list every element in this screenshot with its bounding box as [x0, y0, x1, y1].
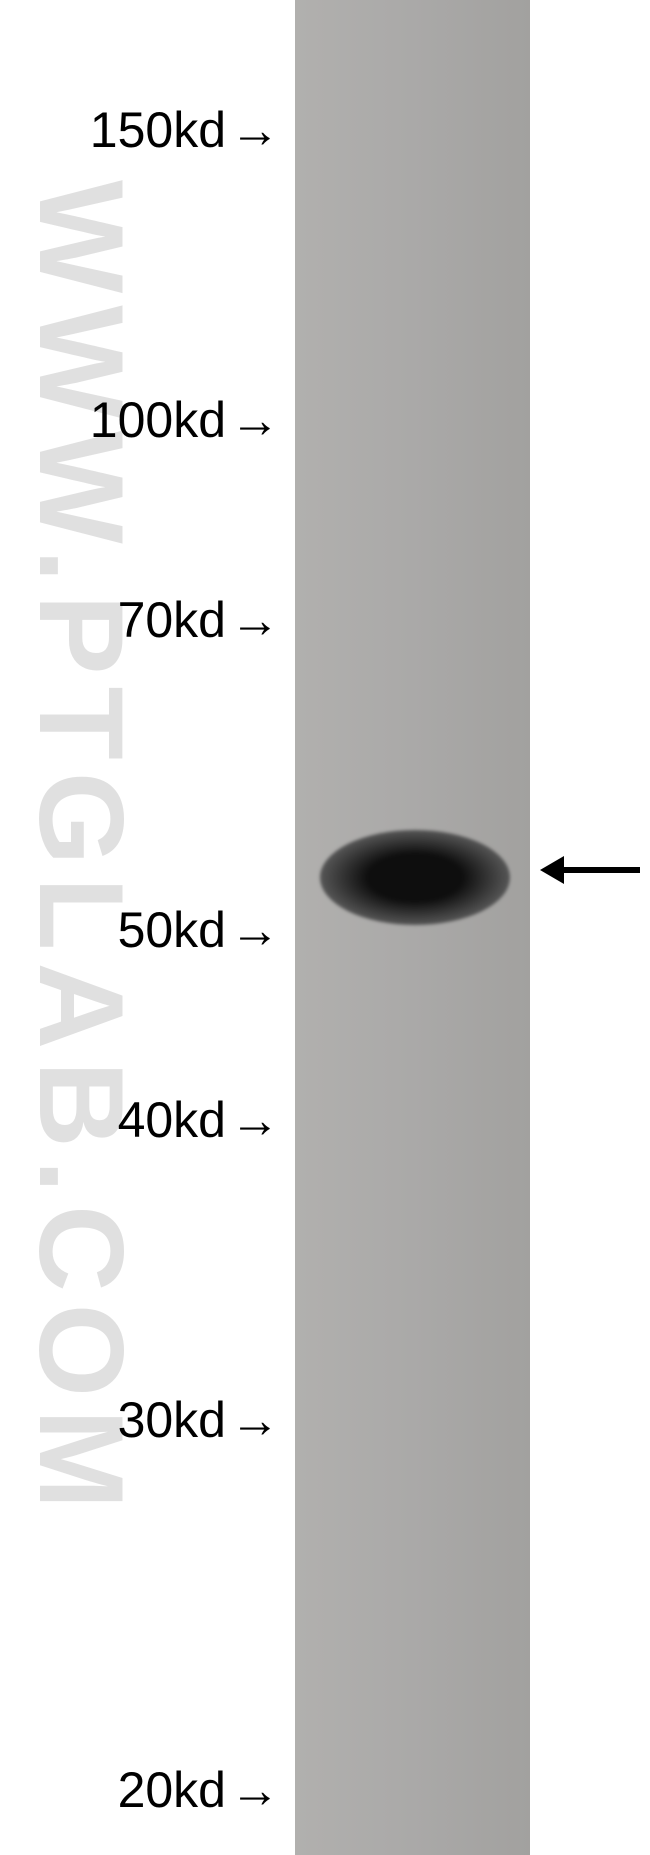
marker-label: 30kd→ [0, 1395, 280, 1445]
marker-text: 150kd [90, 102, 226, 158]
marker-text: 20kd [118, 1762, 226, 1818]
marker-text: 50kd [118, 902, 226, 958]
watermark-text: WWW.PTGLAB.COM [12, 180, 150, 1521]
gel-lane [295, 0, 530, 1855]
marker-arrow-icon: → [230, 1095, 280, 1145]
marker-arrow-icon: → [230, 905, 280, 955]
marker-text: 70kd [118, 592, 226, 648]
marker-label: 70kd→ [0, 595, 280, 645]
marker-text: 100kd [90, 392, 226, 448]
marker-arrow-icon: → [230, 1395, 280, 1445]
marker-arrow-icon: → [230, 1765, 280, 1815]
protein-band [320, 830, 510, 925]
marker-label: 50kd→ [0, 905, 280, 955]
marker-label: 20kd→ [0, 1765, 280, 1815]
marker-label: 150kd→ [0, 105, 280, 155]
blot-canvas: WWW.PTGLAB.COM 150kd→100kd→70kd→50kd→40k… [0, 0, 650, 1855]
marker-text: 30kd [118, 1392, 226, 1448]
marker-text: 40kd [118, 1092, 226, 1148]
marker-arrow-icon: → [230, 595, 280, 645]
marker-label: 40kd→ [0, 1095, 280, 1145]
arrow-shaft [560, 867, 640, 873]
marker-label: 100kd→ [0, 395, 280, 445]
marker-arrow-icon: → [230, 395, 280, 445]
marker-arrow-icon: → [230, 105, 280, 155]
